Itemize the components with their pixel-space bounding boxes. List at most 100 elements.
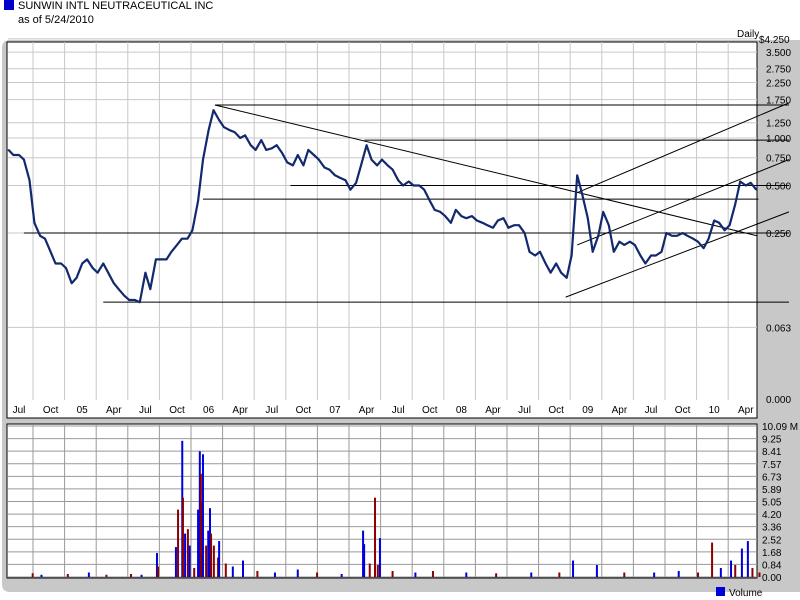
price-point: [391, 168, 394, 171]
price-point: [665, 232, 668, 234]
price-point: [355, 181, 357, 184]
volume-tick-label: 0.00: [762, 573, 782, 584]
price-point: [112, 282, 115, 285]
volume-tick-label: 5.05: [762, 498, 782, 509]
price-point: [507, 226, 510, 229]
price-point: [117, 288, 120, 290]
price-tick-label: 1.250: [766, 119, 791, 130]
volume-bar: [186, 529, 189, 577]
volume-bars: [31, 440, 761, 577]
price-point: [486, 224, 489, 226]
date-axis: Jul Oct 05 Apr Jul Oct 06 Apr Jul Oct 07 Apr Jul Oct 0…: [13, 405, 755, 416]
price-point: [471, 215, 473, 217]
trend-line: [577, 159, 790, 246]
price-point: [418, 184, 421, 187]
volume-bar: [362, 530, 365, 577]
price-point: [349, 188, 352, 191]
price-point: [718, 221, 720, 224]
volume-tick-label: 4.20: [762, 510, 782, 521]
price-point: [376, 164, 378, 167]
price-point: [539, 250, 541, 253]
price-point: [739, 180, 741, 183]
volume-bar: [197, 509, 200, 577]
series-color-square: [4, 0, 14, 10]
price-point: [671, 234, 673, 237]
price-point: [433, 209, 436, 211]
price-point: [476, 219, 478, 222]
volume-bar: [177, 509, 180, 577]
volume-legend-label: Volume: [729, 588, 763, 599]
price-point: [228, 129, 231, 132]
price-tick-label: 2.250: [766, 78, 791, 89]
price-point: [70, 282, 73, 285]
volume-tick-label: 0.84: [762, 560, 782, 571]
price-point: [292, 164, 294, 167]
price-point: [560, 271, 562, 274]
price-tick-label: 1.000: [766, 134, 791, 145]
volume-bar: [199, 473, 202, 577]
price-point: [570, 254, 573, 257]
volume-bar: [105, 574, 108, 577]
volume-bar: [730, 560, 733, 577]
volume-tick-label: 5.89: [762, 485, 782, 496]
price-point: [181, 237, 183, 240]
price-point: [734, 203, 737, 206]
volume-tick-label: 8.41: [762, 447, 782, 458]
price-point: [260, 139, 263, 141]
date-tick-label: Apr: [106, 405, 122, 416]
date-tick-label: Jul: [13, 405, 26, 416]
price-point: [723, 229, 726, 232]
price-point: [275, 144, 278, 147]
volume-bar: [465, 572, 468, 577]
price-point: [707, 237, 710, 240]
price-point: [60, 262, 62, 265]
price-point: [296, 154, 299, 156]
date-tick-label: 05: [77, 405, 89, 416]
date-tick-label: Apr: [232, 405, 248, 416]
date-tick-label: 10: [709, 405, 721, 416]
price-point: [439, 211, 442, 213]
price-point: [186, 237, 189, 240]
volume-bar: [623, 572, 626, 577]
date-tick-label: 09: [582, 405, 594, 416]
price-point: [12, 154, 15, 156]
price-point: [39, 234, 41, 237]
price-point: [460, 215, 463, 217]
price-point: [412, 184, 415, 187]
price-point: [655, 254, 657, 257]
volume-bar: [87, 572, 90, 577]
price-point: [302, 164, 305, 167]
price-point: [86, 258, 88, 261]
chart-header: SUNWIN INTL NEUTRACEUTICAL INC as of 5/2…: [4, 0, 214, 26]
volume-bar: [368, 563, 371, 577]
price-point: [660, 250, 663, 253]
volume-bar: [31, 573, 34, 577]
volume-bar: [242, 560, 245, 577]
volume-bar: [218, 541, 221, 577]
price-point: [212, 109, 215, 112]
price-point: [565, 276, 568, 279]
price-point: [744, 184, 747, 187]
price-point: [450, 221, 452, 224]
price-point: [465, 217, 468, 220]
price-point: [44, 237, 46, 240]
price-point: [270, 147, 273, 150]
price-point: [249, 144, 252, 147]
price-point: [191, 229, 194, 232]
price-point: [749, 181, 752, 184]
volume-bar: [711, 542, 714, 577]
trend-line: [565, 211, 790, 298]
price-point: [365, 144, 368, 147]
volume-bar: [677, 571, 680, 577]
date-tick-label: Apr: [485, 405, 501, 416]
volume-bar: [296, 569, 299, 577]
date-tick-label: Jul: [645, 405, 658, 416]
price-tick-label: 3.500: [766, 48, 791, 59]
date-tick-label: Jul: [392, 405, 405, 416]
price-point: [23, 158, 25, 161]
date-tick-label: Jul: [518, 405, 531, 416]
period-label: Daily: [737, 29, 759, 40]
volume-bar: [184, 533, 187, 577]
price-point: [623, 244, 626, 246]
security-title: SUNWIN INTL NEUTRACEUTICAL INC: [18, 0, 214, 12]
